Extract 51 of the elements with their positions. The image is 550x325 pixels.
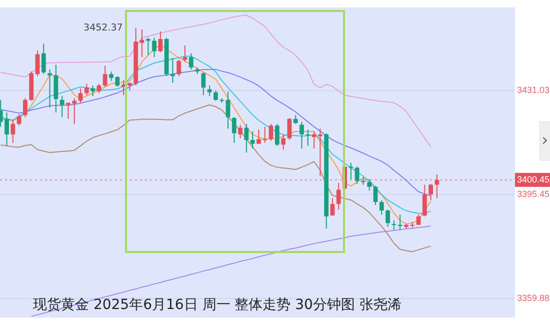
candlestick [300,121,304,149]
candlestick [35,50,40,77]
candlestick [354,166,360,184]
ref-line-label: 3400.45 [517,174,550,184]
candlestick [232,116,236,144]
candlestick [214,90,218,102]
candlestick [306,128,310,146]
candlestick [416,214,421,226]
y-tick-label: 3359.88 [517,293,550,304]
candlestick [336,182,341,210]
candlestick [379,200,384,216]
candlestick [48,68,52,108]
candlestick [22,98,28,118]
candlestick [386,209,390,228]
candlestick [201,72,206,96]
candlestick [238,124,242,139]
candlestick [274,123,280,146]
candlestick [10,120,16,144]
candlestick [207,85,212,97]
candlestick [367,178,372,192]
candlestick [78,88,83,104]
candlestick [54,64,58,113]
candlestick [16,114,22,126]
text: 现货黄金 2025年6月16日 周一 整体走势 30分钟图 张尧浠 [33,296,402,314]
candlestick [60,96,64,118]
candlestick [250,130,255,149]
candlestick [146,37,150,56]
candlestick [330,198,335,216]
candlestick [96,83,102,94]
y-tick-label: 3431.03 [517,84,550,95]
candlestick [176,59,182,77]
candlestick [90,85,95,97]
candlestick [84,83,89,96]
annotation: 3452.37 [84,22,123,34]
candlestick [140,28,144,58]
candlestick [170,58,175,84]
candlestick [281,134,286,150]
candlestick [152,37,156,58]
y-tick-label: 3395.45 [517,189,550,200]
candlestick [41,43,46,75]
candlestick [392,220,396,230]
candlestick [422,184,427,217]
candlestick [102,65,108,88]
candlestick [348,162,354,180]
candlestick [158,30,163,53]
candlestick [268,123,274,142]
candlestick [428,183,434,201]
candlestick [244,123,249,154]
candlestick [182,44,188,62]
candlestick [188,52,194,70]
candlestick [373,185,378,206]
